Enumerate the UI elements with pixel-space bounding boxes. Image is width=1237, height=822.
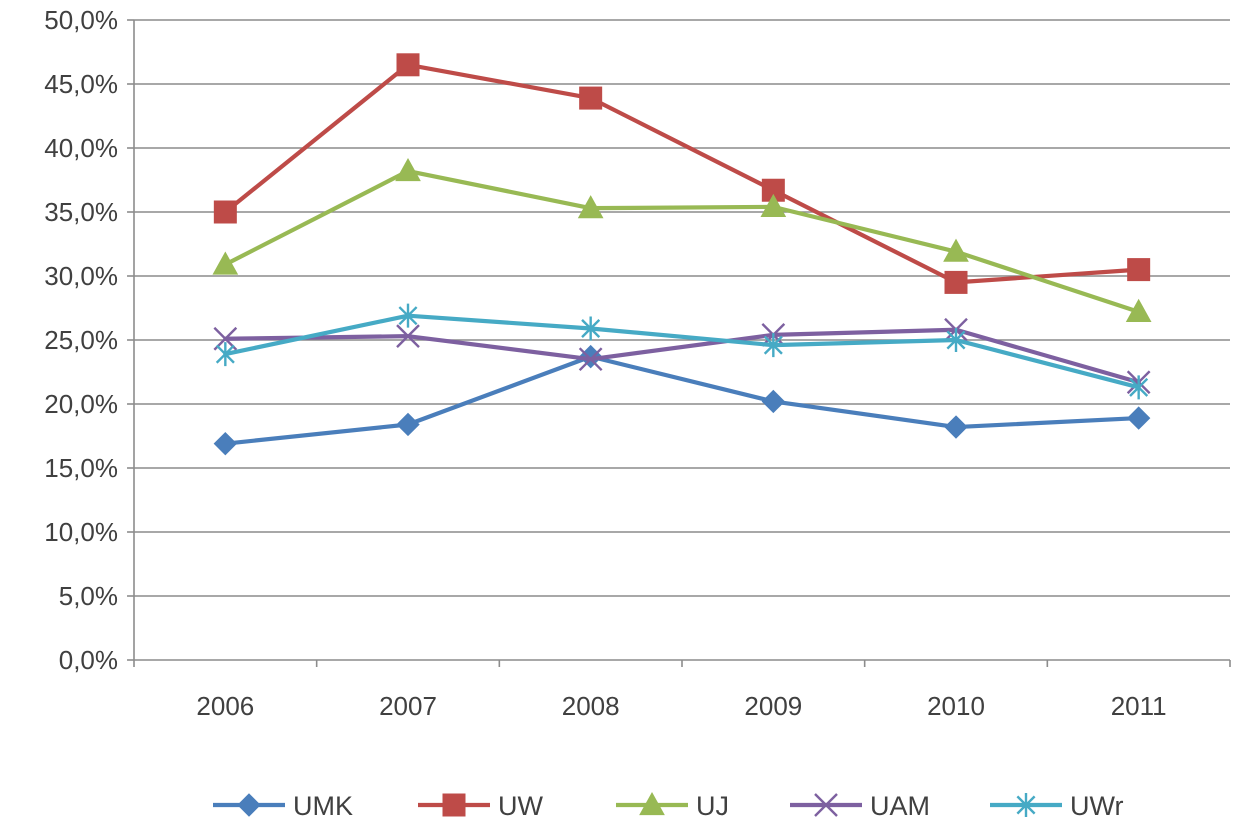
- series-line-umk: [223, 354, 1141, 446]
- series-umk: [213, 344, 1151, 456]
- series-uj: [212, 158, 1152, 322]
- legend-marker: [1016, 793, 1036, 817]
- legend: UMK UW UJ UAM UWr: [213, 791, 1124, 821]
- data-point-uj: [1125, 298, 1152, 322]
- x-tick-label: 2011: [1111, 691, 1167, 721]
- series-line-uwr: [223, 313, 1141, 390]
- data-point-uw: [213, 200, 237, 224]
- gridlines: [134, 19, 1230, 597]
- series-line-uw: [223, 62, 1141, 285]
- legend-label: UMK: [293, 791, 353, 821]
- legend-item-uj: UJ: [616, 791, 729, 821]
- data-point-uwr: [946, 328, 966, 352]
- legend-label: UW: [498, 791, 543, 821]
- y-tick-label: 35,0%: [44, 197, 118, 227]
- series-uw: [213, 53, 1151, 294]
- data-point-uw: [396, 53, 420, 77]
- x-tick-label: 2010: [927, 691, 985, 721]
- x-tick-label: 2008: [562, 691, 620, 721]
- data-point-uj: [395, 158, 421, 182]
- data-point-uwr: [215, 342, 235, 367]
- legend-item-uw: UW: [418, 791, 543, 821]
- data-point-uj: [760, 193, 787, 217]
- data-point-umk: [944, 415, 968, 439]
- data-point-umk: [213, 431, 238, 456]
- legend-marker: [442, 793, 466, 817]
- y-tick-label: 20,0%: [44, 389, 118, 419]
- data-point-uj: [577, 195, 604, 219]
- legend-item-umk: UMK: [213, 791, 353, 821]
- legend-marker: [237, 793, 261, 817]
- legend-label: UWr: [1070, 791, 1124, 821]
- series-uwr: [215, 303, 1149, 400]
- y-tick-label: 10,0%: [44, 517, 118, 547]
- legend-label: UJ: [696, 791, 729, 821]
- data-point-uam: [578, 347, 603, 372]
- y-tick-label: 15,0%: [44, 453, 118, 483]
- data-point-uwr: [398, 303, 418, 328]
- data-point-uw: [579, 86, 603, 110]
- y-tick-label: 40,0%: [44, 133, 118, 163]
- data-point-uwr: [763, 333, 783, 358]
- legend-item-uwr: UWr: [990, 791, 1124, 821]
- series-line-uam: [223, 327, 1141, 385]
- axes: 0,0% 5,0% 10,0% 15,0% 20,0% 25,0% 30,0% 35,0% 40…: [44, 5, 1231, 721]
- data-point-uj: [943, 238, 969, 262]
- y-tick-label: 0,0%: [59, 645, 118, 675]
- y-tick-label: 30,0%: [44, 261, 118, 291]
- data-point-uam: [396, 324, 420, 349]
- data-point-umk: [761, 389, 786, 414]
- y-tick-label: 25,0%: [44, 325, 118, 355]
- legend-marker: [814, 793, 838, 817]
- data-point-umk: [1126, 406, 1151, 430]
- legend-item-uam: UAM: [790, 791, 930, 821]
- legend-label: UAM: [870, 791, 930, 821]
- data-point-uwr: [581, 316, 601, 341]
- series: [212, 53, 1152, 456]
- x-tick-label: 2006: [196, 691, 254, 721]
- y-tick-label: 5,0%: [59, 581, 118, 611]
- y-tick-label: 50,0%: [44, 5, 118, 35]
- x-tick-label: 2007: [379, 691, 437, 721]
- data-point-uwr: [1129, 375, 1149, 400]
- data-point-uw: [1127, 258, 1151, 282]
- data-point-umk: [396, 412, 420, 437]
- x-tick-label: 2009: [744, 691, 802, 721]
- legend-marker: [639, 791, 665, 816]
- y-tick-label: 45,0%: [44, 69, 118, 99]
- data-point-uw: [944, 270, 968, 294]
- data-point-uj: [212, 251, 239, 275]
- series-line-uj: [223, 168, 1141, 314]
